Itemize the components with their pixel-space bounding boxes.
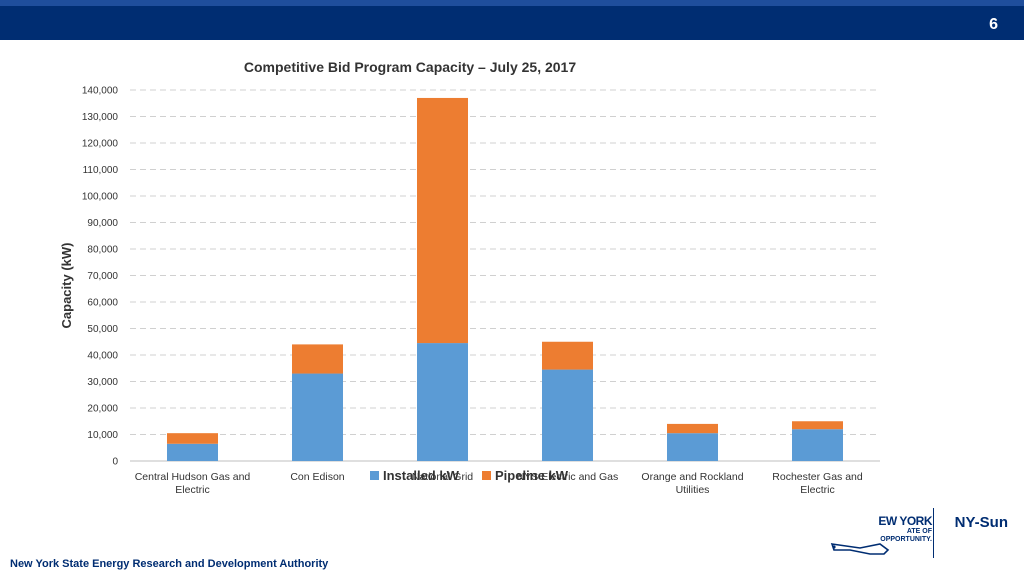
legend-swatch-installed: [370, 471, 379, 480]
x-category-label: NYS Electric and Gas: [517, 471, 619, 483]
y-tick-label: 80,000: [87, 245, 118, 256]
x-category-label: Orange and Rockland: [641, 471, 743, 483]
bar-installed: [417, 343, 468, 461]
bar-pipeline: [417, 97, 468, 344]
ny-state-map-icon: [830, 543, 890, 555]
logo-divider: [933, 508, 934, 558]
bar-installed: [167, 443, 218, 461]
y-tick-label: 130,000: [82, 112, 119, 123]
x-category-label: Utilities: [676, 484, 710, 496]
bar-pipeline: [792, 421, 843, 430]
legend-label-installed: Installed kW: [383, 468, 460, 483]
y-tick-label: 140,000: [82, 86, 119, 97]
bar-pipeline: [292, 344, 343, 374]
y-tick-label: 30,000: [87, 377, 118, 388]
header-bar: [0, 0, 1024, 40]
bar-installed: [792, 429, 843, 461]
x-category-label: National Grid: [412, 471, 473, 483]
capacity-chart: Competitive Bid Program Capacity – July …: [59, 59, 880, 496]
chart-title: Competitive Bid Program Capacity – July …: [244, 59, 576, 75]
bar-pipeline: [667, 423, 718, 434]
y-tick-label: 60,000: [87, 298, 118, 309]
ny-sun-logo: EW YORK ATE OF OPPORTUNITY. NY-Sun: [830, 508, 1010, 560]
ny-sun-brand: NY-Sun: [954, 514, 1008, 531]
y-tick-label: 70,000: [87, 271, 118, 282]
x-category-label: Con Edison: [290, 471, 344, 483]
bar-installed: [542, 369, 593, 461]
x-category-label: Electric: [800, 484, 834, 496]
y-tick-label: 40,000: [87, 351, 118, 362]
bar-pipeline: [167, 433, 218, 444]
header-accent-line: [0, 0, 1024, 6]
y-tick-label: 120,000: [82, 139, 119, 150]
y-tick-label: 20,000: [87, 404, 118, 415]
y-axis-label: Capacity (kW): [59, 243, 74, 329]
bar-installed: [667, 433, 718, 461]
y-tick-label: 110,000: [83, 165, 119, 176]
x-category-label: Central Hudson Gas and: [135, 471, 251, 483]
ny-logo-line1: EW YORK: [878, 514, 932, 528]
legend-label-pipeline: Pipeline kW: [495, 468, 569, 483]
legend-swatch-pipeline: [482, 471, 491, 480]
y-tick-label: 90,000: [87, 218, 118, 229]
bar-pipeline: [542, 341, 593, 370]
page-number: 6: [989, 16, 998, 33]
x-category-label: Rochester Gas and: [772, 471, 863, 483]
y-tick-label: 100,000: [82, 192, 119, 203]
y-tick-label: 10,000: [87, 430, 118, 441]
y-tick-label: 0: [112, 457, 118, 468]
ny-logo-line2: ATE OF: [906, 528, 932, 535]
ny-logo-line3: OPPORTUNITY.: [880, 536, 932, 543]
bar-installed: [292, 373, 343, 461]
x-category-label: Electric: [175, 484, 209, 496]
footer-org-name: New York State Energy Research and Devel…: [10, 558, 329, 570]
y-tick-label: 50,000: [87, 324, 118, 335]
